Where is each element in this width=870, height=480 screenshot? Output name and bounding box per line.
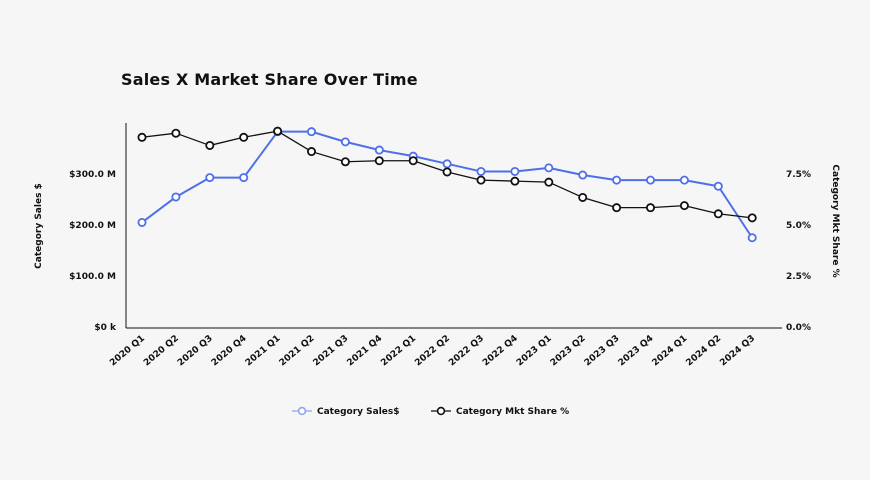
series-point [171, 192, 181, 202]
series-line-0 [141, 130, 754, 239]
series-point [747, 233, 757, 243]
series-point [340, 157, 350, 167]
series-point [578, 192, 588, 202]
series-point [408, 156, 418, 166]
axes [125, 123, 782, 329]
series-point [713, 181, 723, 191]
y-left-tick-label: $300.0 M [69, 170, 116, 180]
x-tick-label: 2020 Q2 [142, 334, 181, 369]
legend-marker-1 [436, 406, 446, 416]
series-point [612, 203, 622, 213]
legend-label-1: Category Mkt Share % [456, 407, 569, 417]
series-point [578, 170, 588, 180]
legend-label-0: Category Sales$ [317, 407, 400, 417]
series-point [442, 167, 452, 177]
y-left-tick-label: $100.0 M [69, 272, 116, 282]
x-tick-label: 2023 Q1 [515, 334, 554, 369]
y-left-tick-labels: $0 k $100.0 M $200.0 M $300.0 M [69, 170, 117, 333]
x-tick-label: 2023 Q3 [583, 334, 622, 369]
series-point [442, 159, 452, 169]
series-point [205, 140, 215, 150]
series-point [476, 166, 486, 176]
series-point [679, 201, 689, 211]
series-point [374, 156, 384, 166]
series-point [306, 127, 316, 137]
y-right-tick-label: 0.0% [786, 323, 811, 333]
series-point [273, 126, 283, 136]
x-tick-label: 2023 Q4 [617, 334, 656, 369]
series-point [544, 177, 554, 187]
series-point [679, 175, 689, 185]
x-tick-label: 2021 Q3 [312, 334, 351, 369]
x-tick-label: 2024 Q1 [651, 334, 690, 369]
series-point [747, 213, 757, 223]
x-tick-label: 2020 Q1 [108, 334, 147, 369]
x-tick-label: 2021 Q2 [278, 334, 317, 369]
x-tick-label: 2024 Q3 [718, 334, 757, 369]
series-layer [137, 126, 757, 243]
series-point [137, 132, 147, 142]
series-point [646, 203, 656, 213]
series-point [340, 137, 350, 147]
x-tick-label: 2022 Q2 [413, 334, 452, 369]
series-point [239, 132, 249, 142]
series-point [646, 175, 656, 185]
series-point [544, 163, 554, 173]
series-point [510, 166, 520, 176]
x-tick-label: 2022 Q4 [481, 334, 520, 369]
legend: Category Sales$ Category Mkt Share % [292, 406, 569, 417]
y-left-tick-label: $200.0 M [69, 221, 116, 231]
y-right-tick-labels: 0.0% 2.5% 5.0% 7.5% [786, 170, 811, 333]
x-tick-label: 2022 Q3 [447, 334, 486, 369]
series-point [239, 173, 249, 183]
x-tick-label: 2020 Q4 [210, 334, 249, 369]
chart-title: Sales X Market Share Over Time [121, 70, 418, 89]
y-right-axis-title: Category Mkt Share % [830, 164, 840, 277]
y-left-axis-title: Category Sales $ [34, 183, 44, 269]
series-point [306, 147, 316, 157]
series-point [510, 176, 520, 186]
x-tick-label: 2024 Q2 [685, 334, 724, 369]
x-tick-label: 2020 Q3 [176, 334, 215, 369]
series-point [374, 145, 384, 155]
y-right-tick-label: 7.5% [786, 170, 811, 180]
x-tick-label: 2021 Q1 [244, 334, 283, 369]
y-right-tick-label: 2.5% [786, 272, 811, 282]
series-point [612, 175, 622, 185]
series-point [171, 128, 181, 138]
series-point [137, 217, 147, 227]
y-left-tick-label: $0 k [94, 323, 117, 333]
x-tick-label: 2021 Q4 [346, 334, 385, 369]
legend-marker-0 [297, 406, 307, 416]
x-tick-label: 2023 Q2 [549, 334, 588, 369]
y-right-tick-label: 5.0% [786, 221, 811, 231]
series-point [713, 209, 723, 219]
series-point [205, 173, 215, 183]
x-tick-label: 2022 Q1 [379, 334, 418, 369]
series-point [476, 175, 486, 185]
